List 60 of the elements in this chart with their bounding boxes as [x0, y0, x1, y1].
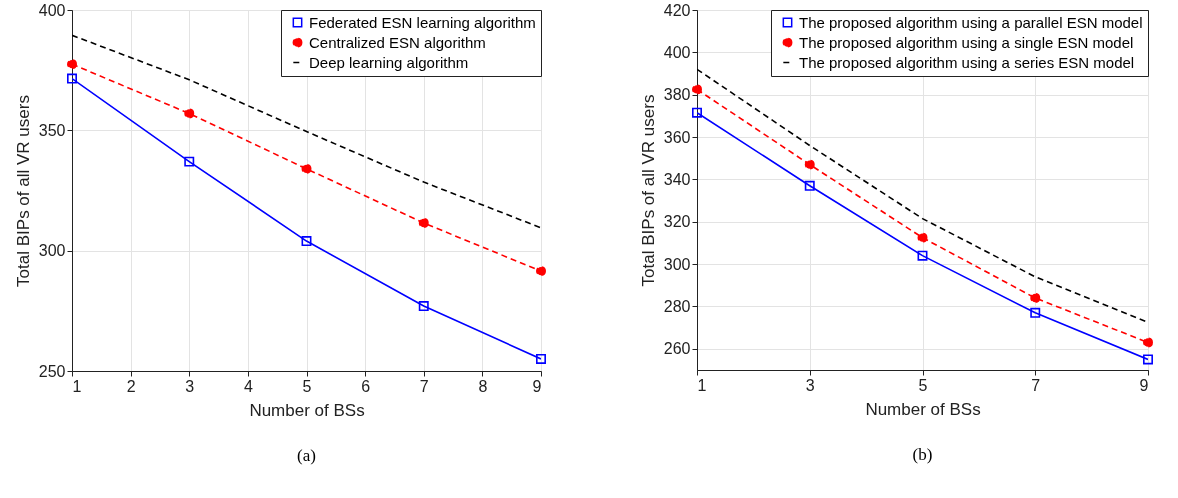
point [917, 250, 928, 261]
legend-label: Centralized ESN algorithm [309, 33, 486, 51]
y-axis-title: Total BIPs of all VR users [638, 94, 658, 287]
y-tick-label: 250 [38, 362, 66, 380]
point [67, 73, 77, 84]
point [692, 84, 702, 95]
point [184, 156, 195, 167]
x-tick-label: 8 [478, 377, 488, 395]
point [301, 236, 312, 247]
x-tick-label: 2 [126, 377, 136, 395]
y-tick-label: 300 [38, 242, 66, 260]
x-tick-label: 6 [361, 377, 371, 395]
x-tick-label: 1 [72, 377, 82, 395]
y-tick-label: 360 [663, 128, 691, 146]
point [536, 353, 546, 364]
x-tick-label: 3 [805, 376, 815, 394]
y-tick-label: 260 [663, 340, 691, 358]
x-tick-label: 9 [532, 377, 542, 395]
y-tick-label: 300 [663, 255, 691, 273]
y-tick-label: 400 [663, 43, 691, 61]
x-axis-title: Number of BSs [249, 400, 365, 420]
x-tick-label: 1 [697, 376, 707, 394]
y-tick-label: 320 [663, 213, 691, 231]
x-tick-label: 7 [1031, 376, 1041, 394]
x-tick-label: 5 [918, 376, 928, 394]
y-tick-label: 280 [663, 297, 691, 315]
point [804, 180, 815, 191]
point [1030, 293, 1041, 303]
point [1143, 354, 1153, 365]
point [1030, 307, 1041, 318]
text: (b) [912, 445, 933, 464]
legend-label: The proposed algorithm using a parallel ESN model [799, 13, 1143, 31]
y-tick-label: 340 [663, 170, 691, 188]
x-tick-label: 5 [302, 377, 312, 395]
point [1143, 337, 1153, 348]
point [67, 59, 77, 70]
y-tick-label: 350 [38, 121, 66, 139]
y-axis-title: Total BIPs of all VR users [13, 95, 33, 287]
x-tick-label: 7 [419, 377, 429, 395]
legend-label: The proposed algorithm using a single ESN model [799, 33, 1134, 51]
x-tick-label: 4 [243, 377, 253, 395]
x-tick-label: 3 [185, 377, 195, 395]
point [184, 108, 195, 119]
y-tick-label: 420 [663, 1, 691, 19]
point [301, 163, 312, 174]
point [804, 159, 815, 170]
legend-label: The proposed algorithm using a series ESN model [799, 53, 1135, 71]
y-tick-label: 380 [663, 86, 691, 104]
x-tick-label: 9 [1139, 376, 1149, 394]
y-tick-label: 400 [38, 1, 66, 19]
x-axis-title: Number of BSs [865, 399, 981, 419]
text: (a) [297, 446, 316, 465]
line-series [72, 34, 541, 229]
legend-label: Deep learning algorithm [309, 53, 469, 71]
point [536, 266, 546, 277]
point [692, 107, 702, 118]
point [917, 232, 928, 243]
legend-label: Federated ESN learning algorithm [309, 13, 536, 31]
point [418, 301, 429, 311]
point [418, 218, 429, 228]
